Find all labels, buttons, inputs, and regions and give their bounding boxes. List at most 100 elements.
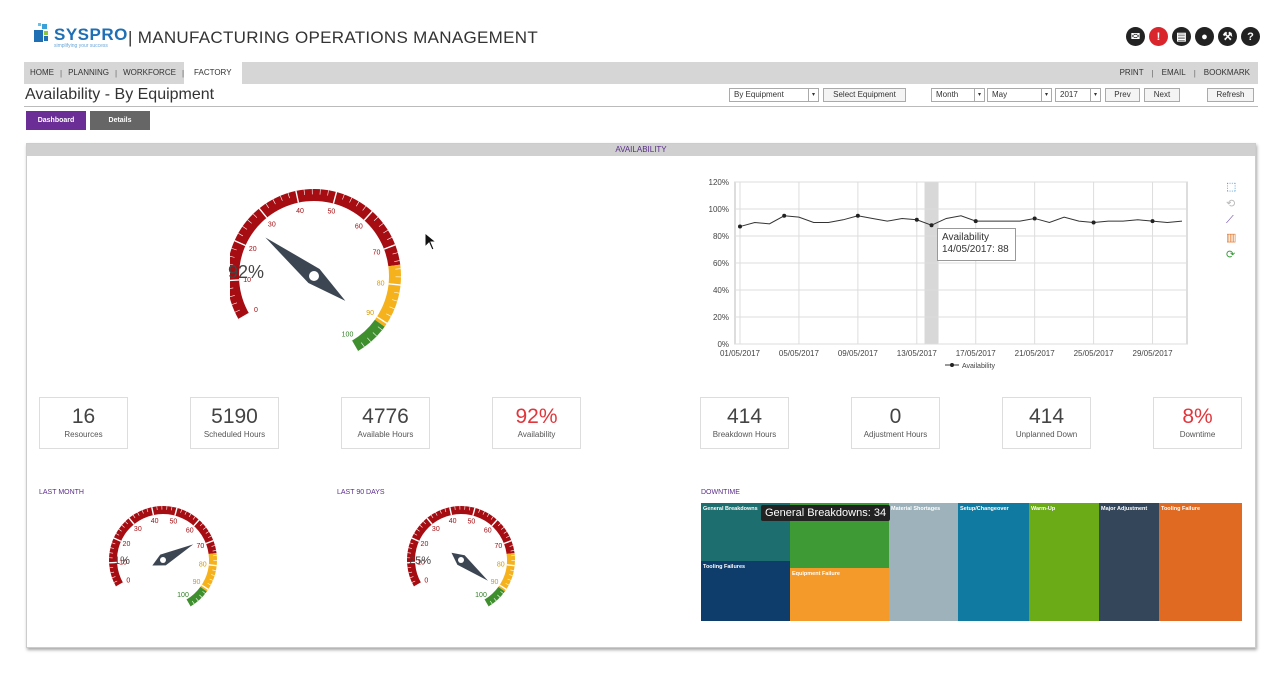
refresh-icon[interactable]: ⟳ [1226,249,1236,261]
nav-print[interactable]: PRINT [1119,68,1144,77]
line-chart-icon[interactable]: ⟋ [1226,214,1234,226]
gauge-tick [394,260,400,262]
gauge-tick [230,279,240,282]
stat-label: Resources [64,430,103,439]
refresh-button[interactable]: Refresh [1207,88,1254,102]
gauge-tick [378,223,384,227]
treemap-cell-material-shortages[interactable]: Material Shortages [889,503,958,621]
gauge-tick-label: 80 [199,562,207,569]
alert-icon[interactable]: ! [1149,27,1168,46]
nav-bookmark[interactable]: BOOKMARK [1203,68,1250,77]
gauge-tick [191,600,195,605]
treemap-cell-setup-changeover[interactable]: Setup/Changeover [958,503,1029,621]
data-point[interactable] [929,223,934,228]
main-availability-gauge: 0 10 20 30 40 50 60 70 80 90 100 [230,189,401,352]
treemap-cell-tooling-failure[interactable]: Tooling Failure [1159,503,1242,621]
data-point[interactable] [973,219,978,224]
gauge-tick [234,239,246,247]
data-point[interactable] [738,224,742,229]
gauge-tick [230,295,235,297]
chart-tooltip-text: 14/05/2017: 88 [942,244,1009,255]
stat-value: 16 [71,405,96,428]
gauge-tick-label: 40 [296,208,304,215]
month-select[interactable]: May ▾ [987,88,1052,102]
gauge-tick [419,524,423,528]
tab-dashboard[interactable]: Dashboard [26,111,86,130]
user-icon[interactable]: ● [1195,27,1214,46]
x-tick-label: 05/05/2017 [779,349,820,358]
treemap-cell-tooling-failures[interactable]: Tooling Failures [701,561,790,621]
document-icon[interactable]: ▤ [1172,27,1191,46]
nav-email[interactable]: EMAIL [1161,68,1186,77]
gauge-needle-hub [309,271,319,281]
gauge-tick [411,580,416,583]
gauge-tick [392,299,398,302]
settings-wrench-icon[interactable]: ⚒ [1218,27,1237,46]
legend-label[interactable]: Availability [962,363,995,370]
stat-card: 92% Availability [492,397,581,449]
gauge-tick [110,547,115,549]
y-tick-label: 0% [717,340,729,349]
stat-label: Unplanned Down [1015,430,1078,439]
gauge-tick [110,571,115,574]
data-point[interactable] [914,217,919,222]
data-point[interactable] [855,213,860,218]
help-icon[interactable]: ? [1241,27,1260,46]
nav-workforce[interactable]: WORKFORCE [123,68,176,77]
data-point[interactable] [1032,216,1037,221]
stat-card: 414 Breakdown Hours [700,397,789,449]
treemap-cell-warm-up[interactable]: Warm-Up [1029,503,1099,621]
gauge-tick [407,567,412,569]
gauge-tick [483,599,489,608]
gauge-tick [205,531,210,534]
gauge-tick [202,591,206,594]
data-point[interactable] [782,213,787,218]
gauge-needle [152,544,194,566]
gauge-tick [280,195,283,201]
gauge-tick-label: 100 [342,331,354,338]
gauge-tick [444,508,447,512]
gauge-tick [184,511,187,515]
prev-button[interactable]: Prev [1105,88,1140,102]
gauge-tick [383,244,396,250]
stat-value: 5190 [211,405,258,428]
year-select[interactable]: 2017 ▾ [1055,88,1101,102]
chart-tooltip-title: Availability [942,232,990,243]
x-tick-label: 29/05/2017 [1133,349,1174,358]
gauge-tick [383,229,389,234]
treemap-cell-equipment-failure[interactable]: Equipment Failure [790,568,889,621]
syspro-logo[interactable]: SYSPRO simplifying your success [32,16,127,52]
data-point[interactable] [1150,219,1155,224]
gauge-tick [109,567,114,569]
zoom-select-icon[interactable]: ⬚ [1226,181,1237,193]
gauge-tick [426,517,433,525]
gauge-tick [367,337,372,343]
period-select[interactable]: Month ▾ [931,88,985,102]
nav-factory[interactable]: FACTORY [184,62,242,84]
app-header: SYSPRO simplifying your success | MANUFA… [0,0,1280,62]
stat-value: 92% [515,405,558,428]
next-button[interactable]: Next [1144,88,1180,102]
mail-icon[interactable]: ✉ [1126,27,1145,46]
main-navbar: HOME | PLANNING | WORKFORCE | FACTORY PRINT… [24,62,1258,84]
treemap-cell-major-adjustment[interactable]: Major Adjustment [1099,503,1159,621]
gauge-tick-label: 0 [126,577,130,584]
chevron-down-icon: ▾ [1090,89,1100,101]
tab-details[interactable]: Details [90,111,150,130]
gauge-tick [247,219,252,224]
stat-label: Available Hours [357,430,414,439]
nav-home[interactable]: HOME [30,68,54,77]
bar-chart-icon[interactable]: ▥ [1226,232,1237,244]
data-point[interactable] [1091,220,1096,225]
gauge-tick [489,600,493,605]
select-equipment-button[interactable]: Select Equipment [823,88,906,102]
gauge-tick [230,255,235,258]
last-month-gauge: 0 10 20 30 40 50 60 70 80 90 100 [109,506,218,608]
gauge-band-red [109,506,217,587]
nav-planning[interactable]: PLANNING [68,68,109,77]
stat-label: Scheduled Hours [203,430,266,439]
reset-zoom-icon[interactable]: ⟲ [1226,198,1236,210]
view-select[interactable]: By Equipment ▾ [729,88,819,102]
gauge-tick-label: 0 [424,577,428,584]
app-title: | MANUFACTURING OPERATIONS MANAGEMENT [128,28,539,47]
